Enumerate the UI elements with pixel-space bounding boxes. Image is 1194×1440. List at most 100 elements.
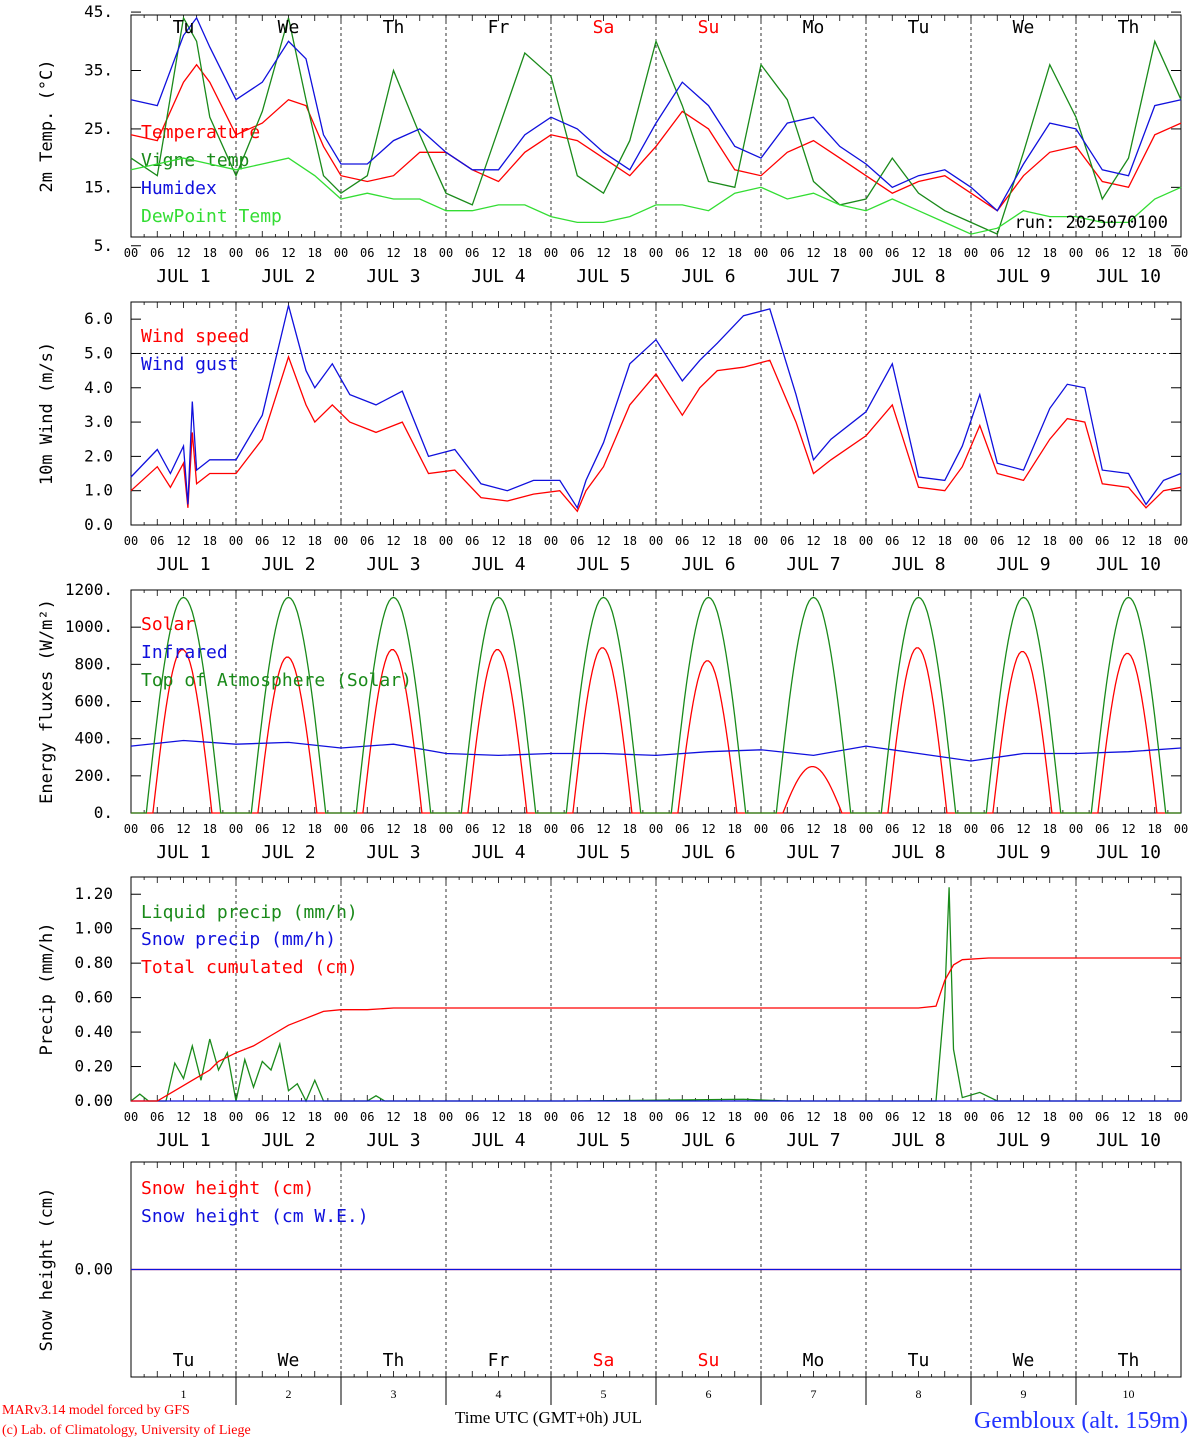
hour-tick-label: 18 [308,534,322,548]
legend-entry: Total cumulated (cm) [141,957,358,978]
y-tick-label: 1000. [65,617,113,636]
y-tick-label: 0.80 [74,953,113,972]
date-label: JUL 5 [576,554,630,575]
hour-tick-label: 06 [465,822,479,836]
hour-tick-label: 06 [675,822,689,836]
hour-tick-label: 18 [518,246,532,260]
hour-tick-label: 18 [308,1110,322,1124]
hour-tick-label: 18 [1043,1110,1057,1124]
hour-tick-label: 06 [150,822,164,836]
day-name-top: We [278,17,300,38]
y-tick-label: 6.0 [84,309,113,328]
date-label: JUL 10 [1096,1130,1161,1151]
hour-tick-label: 00 [439,1110,453,1124]
hour-tick-label: 18 [518,534,532,548]
hour-tick-label: 06 [885,534,899,548]
series-line-wind-speed [130,354,1182,513]
date-label: JUL 3 [366,266,420,287]
date-label: JUL 8 [891,842,945,863]
date-label: JUL 2 [261,842,315,863]
date-label: JUL 10 [1096,842,1161,863]
hour-tick-label: 12 [701,822,715,836]
hour-tick-label: 18 [1043,534,1057,548]
hour-tick-label: 06 [570,534,584,548]
hour-tick-label: 18 [1148,822,1162,836]
hour-tick-label: 18 [938,1110,952,1124]
date-label: JUL 6 [681,842,735,863]
y-tick-label: 200. [74,766,113,785]
hour-tick-label: 06 [885,822,899,836]
x-axis-title: Time UTC (GMT+0h) JUL [455,1408,642,1427]
hour-tick-label: 12 [806,1110,820,1124]
hour-tick-label: 12 [911,534,925,548]
series-line-dewpoint-temp [130,157,1182,235]
day-number: 3 [391,1387,397,1401]
date-label: JUL 2 [261,266,315,287]
date-label: JUL 5 [576,266,630,287]
hour-tick-label: 00 [229,1110,243,1124]
hour-tick-label: 12 [281,534,295,548]
y-tick-label: 3.0 [84,412,113,431]
date-label: JUL 10 [1096,266,1161,287]
hour-tick-label: 00 [439,534,453,548]
hour-tick-label: 12 [1121,1110,1135,1124]
y-axis-label: Snow height (cm) [37,1188,57,1352]
hour-tick-label: 06 [570,822,584,836]
hour-tick-label: 12 [806,246,820,260]
hour-tick-label: 18 [938,246,952,260]
hour-tick-label: 12 [596,534,610,548]
legend-entry: Snow height (cm W.E.) [141,1206,369,1227]
hour-tick-label: 12 [1016,822,1030,836]
date-label: JUL 4 [471,266,525,287]
y-tick-label: 800. [74,654,113,673]
hour-tick-label: 12 [1121,822,1135,836]
y-tick-label: 25. [84,119,113,138]
hour-tick-label: 00 [754,822,768,836]
day-number: 9 [1021,1387,1027,1401]
station-label: Gembloux (alt. 159m) [974,1408,1188,1434]
hour-tick-label: 06 [990,822,1004,836]
day-number: 10 [1123,1387,1135,1401]
hour-tick-label: 12 [911,246,925,260]
hour-tick-label: 00 [334,822,348,836]
hour-tick-label: 06 [360,822,374,836]
y-tick-label: 0.0 [84,515,113,534]
hour-tick-label: 18 [1148,246,1162,260]
day-name-bottom: Mo [803,1350,825,1371]
y-tick-label: 45. [84,2,113,21]
date-label: JUL 8 [891,554,945,575]
legend-entry: Solar [141,614,195,635]
hour-tick-label: 12 [1121,534,1135,548]
hour-tick-label: 00 [334,246,348,260]
day-name-top: Tu [173,17,195,38]
date-label: JUL 6 [681,266,735,287]
y-tick-label: 5.0 [84,343,113,362]
hour-tick-label: 00 [229,246,243,260]
y-tick-label: 0.00 [74,1091,113,1110]
hour-tick-label: 12 [1121,246,1135,260]
y-axis-label: Energy fluxes (W/m²) [37,599,57,804]
legend-entry: Infrared [141,642,228,663]
hour-tick-label: 00 [124,1110,138,1124]
hour-tick-label: 00 [964,534,978,548]
hour-tick-label: 12 [386,1110,400,1124]
hour-tick-label: 12 [701,534,715,548]
hour-tick-label: 06 [990,246,1004,260]
date-label: JUL 8 [891,1130,945,1151]
hour-tick-label: 18 [623,1110,637,1124]
hour-tick-label: 00 [544,822,558,836]
hour-tick-label: 06 [465,534,479,548]
hour-tick-label: 00 [754,534,768,548]
hour-tick-label: 06 [360,1110,374,1124]
hour-tick-label: 00 [649,822,663,836]
hour-tick-label: 00 [124,534,138,548]
hour-tick-label: 12 [596,246,610,260]
hour-tick-label: 00 [964,1110,978,1124]
hour-tick-label: 12 [491,822,505,836]
hour-tick-label: 12 [176,1110,190,1124]
hour-tick-label: 00 [1174,822,1188,836]
hour-tick-label: 18 [938,534,952,548]
hour-tick-label: 00 [439,246,453,260]
hour-tick-label: 00 [544,534,558,548]
